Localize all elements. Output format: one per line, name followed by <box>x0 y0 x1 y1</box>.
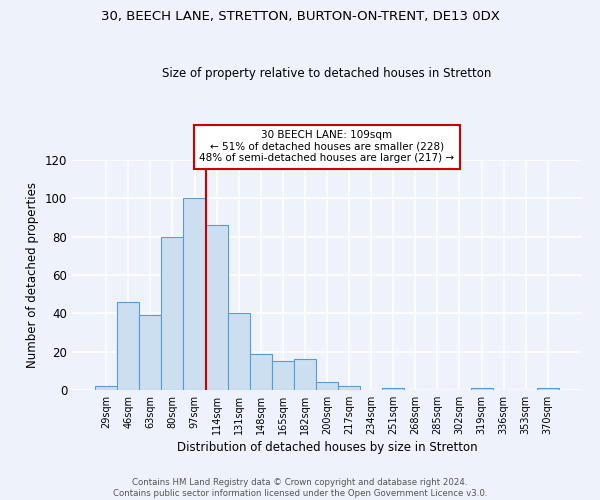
Bar <box>470 388 493 390</box>
Bar <box>139 316 161 390</box>
Text: 30, BEECH LANE, STRETTON, BURTON-ON-TRENT, DE13 0DX: 30, BEECH LANE, STRETTON, BURTON-ON-TREN… <box>101 10 499 23</box>
Bar <box>161 236 184 390</box>
Bar <box>206 225 227 390</box>
Bar <box>250 354 272 390</box>
Bar <box>537 388 559 390</box>
Bar <box>382 388 404 390</box>
Bar <box>338 386 360 390</box>
Bar <box>294 360 316 390</box>
Text: Contains HM Land Registry data © Crown copyright and database right 2024.
Contai: Contains HM Land Registry data © Crown c… <box>113 478 487 498</box>
X-axis label: Distribution of detached houses by size in Stretton: Distribution of detached houses by size … <box>176 441 478 454</box>
Bar <box>95 386 117 390</box>
Title: Size of property relative to detached houses in Stretton: Size of property relative to detached ho… <box>163 66 491 80</box>
Bar <box>184 198 206 390</box>
Bar <box>316 382 338 390</box>
Y-axis label: Number of detached properties: Number of detached properties <box>26 182 39 368</box>
Bar <box>117 302 139 390</box>
Text: 30 BEECH LANE: 109sqm
← 51% of detached houses are smaller (228)
48% of semi-det: 30 BEECH LANE: 109sqm ← 51% of detached … <box>199 130 455 164</box>
Bar <box>272 361 294 390</box>
Bar <box>227 314 250 390</box>
